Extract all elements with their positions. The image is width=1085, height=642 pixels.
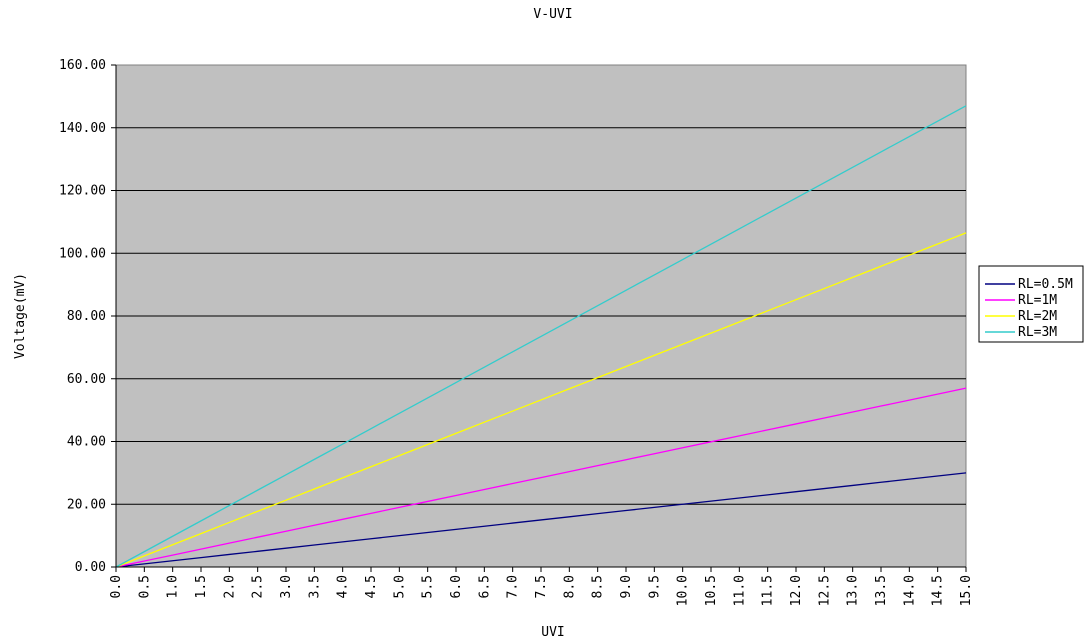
y-axis-title: Voltage(mV) [13,273,28,359]
legend-box [978,265,1084,343]
x-tick-label: 4.5 [364,575,379,598]
y-tick-label: 140.00 [59,121,106,136]
y-axis-ticks: 0.00 20.00 40.00 60.00 80.00 100.00 120.00 140.… [59,58,116,575]
series-line-RL=2M [115,232,967,568]
x-tick-label: 0.5 [137,575,152,598]
x-tick-label: 8.0 [562,575,577,598]
x-tick-label: 1.0 [166,575,181,598]
x-axis-title: UVI [541,625,564,640]
y-tick-label: 160.00 [59,58,106,73]
x-tick-label: 6.5 [477,575,492,598]
series-line-RL=0.5M [115,472,967,568]
x-tick-label: 7.5 [534,575,549,598]
series-line-RL=1M [115,387,967,568]
legend-label: RL=2M [1018,309,1057,324]
x-tick-label: 11.5 [761,575,776,606]
x-axis-ticks: 0.0 0.5 1.0 1.5 2.0 2.5 3.0 3.5 4.0 4.5 5.0 5.5 6.0 6… [109,567,974,606]
x-tick-label: 12.0 [789,575,804,606]
y-tick-label: 60.00 [67,372,106,387]
y-tick-label: 100.00 [59,246,106,261]
x-tick-label: 9.0 [619,575,634,598]
x-tick-label: 5.0 [392,575,407,598]
x-tick-label: 15.0 [959,575,974,606]
y-tick-label: 20.00 [67,497,106,512]
x-tick-label: 13.5 [874,575,889,606]
y-tick-label: 80.00 [67,309,106,324]
x-tick-label: 14.0 [902,575,917,606]
x-tick-label: 4.0 [336,575,351,598]
x-tick-label: 3.5 [307,575,322,598]
x-tick-label: 0.0 [109,575,124,598]
y-tick-label: 0.00 [75,560,106,575]
x-tick-label: 2.5 [251,575,266,598]
x-tick-label: 10.5 [704,575,719,606]
legend-label: RL=0.5M [1018,277,1073,292]
series-lines [115,105,967,568]
x-tick-label: 11.0 [732,575,747,606]
y-tick-label: 40.00 [67,435,106,450]
x-tick-label: 7.0 [506,575,521,598]
legend-label: RL=3M [1018,325,1057,340]
gridlines [116,127,966,505]
x-tick-label: 9.5 [647,575,662,598]
x-tick-label: 3.0 [279,575,294,598]
legend-label: RL=1M [1018,293,1057,308]
x-tick-label: 1.5 [194,575,209,598]
chart-title: V-UVI [533,7,572,22]
x-tick-label: 13.0 [846,575,861,606]
x-tick-label: 5.5 [421,575,436,598]
x-tick-label: 8.5 [591,575,606,598]
x-tick-label: 2.0 [222,575,237,598]
x-tick-label: 10.0 [676,575,691,606]
x-tick-label: 12.5 [817,575,832,606]
x-tick-label: 14.5 [931,575,946,606]
y-tick-label: 120.00 [59,184,106,199]
x-tick-label: 6.0 [449,575,464,598]
series-line-RL=3M [115,105,967,568]
